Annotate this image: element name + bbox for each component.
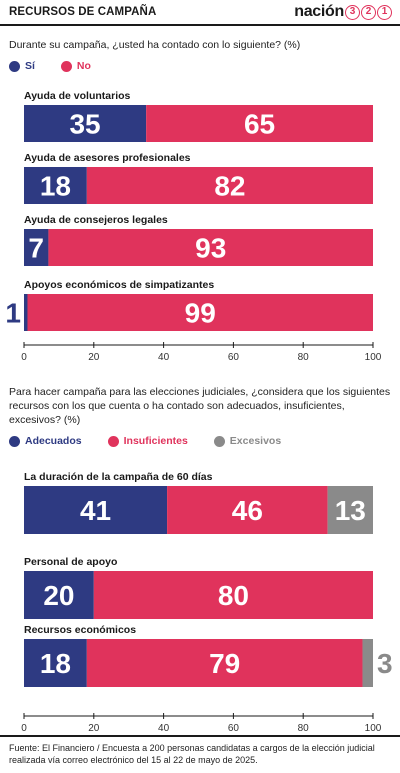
source-note: Fuente: El Financiero / Encuesta a 200 p… [0, 735, 400, 766]
data-label: 41 [80, 495, 111, 526]
bar-segment [24, 639, 87, 687]
legend-item-excesivos: Excesivos [213, 435, 282, 447]
x-tick-label: 40 [158, 723, 170, 733]
bar-segment [146, 105, 373, 142]
data-label: 13 [335, 495, 366, 526]
data-label: 93 [195, 233, 226, 264]
page-title: RECURSOS DE CAMPAÑA [9, 6, 157, 18]
x-tick-label: 0 [21, 723, 27, 733]
category-label: Recursos económicos [24, 624, 136, 636]
chart2-plot: La duración de la campaña de 60 días 41 46… [21, 471, 393, 733]
legend-label-no: No [76, 60, 91, 72]
bar-segment [362, 639, 373, 687]
x-tick-label: 60 [228, 723, 240, 733]
data-label: 18 [40, 171, 71, 202]
category-label: Personal de apoyo [24, 556, 117, 568]
legend-swatch-no [60, 60, 72, 72]
logo-digit-1: 3 [345, 4, 360, 20]
chart2-legend: Adecuados Insuficientes Excesivos [9, 435, 307, 447]
data-label: 18 [40, 648, 71, 679]
bar-segment [24, 486, 168, 534]
data-label: 1 [5, 298, 21, 329]
legend-swatch-excesivos [213, 435, 225, 447]
category-label: Ayuda de voluntarios [24, 90, 131, 102]
x-tick-label: 40 [158, 352, 170, 363]
bar-segment [24, 294, 28, 331]
legend-swatch-insuficientes [107, 435, 119, 447]
data-label: 65 [244, 109, 275, 140]
x-tick-label: 20 [88, 723, 100, 733]
legend-label-adecuados: Adecuados [25, 435, 82, 447]
logo-digit-3: 1 [377, 4, 392, 20]
data-label: 80 [218, 580, 249, 611]
chart1-plot: Ayuda de voluntarios 35 65 Ayuda de asesore… [5, 90, 382, 363]
data-label: 7 [28, 233, 44, 264]
chart1-legend: Sí No [9, 60, 117, 72]
bar-segment [24, 571, 94, 619]
x-tick-label: 80 [298, 723, 310, 733]
legend-label-si: Sí [25, 60, 35, 72]
legend-item-no: No [60, 60, 91, 72]
logo-word: nación [294, 3, 344, 20]
bar-segment [93, 571, 374, 619]
x-tick-label: 80 [298, 352, 310, 363]
brand-logo: nación 3 2 1 [294, 3, 392, 21]
data-label: 20 [43, 580, 74, 611]
bar-segment [24, 229, 49, 266]
bar-segment [86, 167, 373, 204]
bar-segment [24, 105, 147, 142]
logo-digit-2: 2 [361, 4, 376, 20]
x-tick-label: 20 [88, 352, 100, 363]
legend-item-adecuados: Adecuados [9, 435, 82, 447]
bar-segment [86, 639, 363, 687]
category-label: Ayuda de consejeros legales [24, 214, 168, 226]
x-tick-label: 100 [365, 723, 382, 733]
data-label: 79 [209, 648, 240, 679]
category-label: La duración de la campaña de 60 días [24, 471, 213, 483]
bar-segment [327, 486, 373, 534]
bar-segment [24, 167, 87, 204]
data-label: 3 [377, 648, 393, 679]
legend-label-excesivos: Excesivos [229, 435, 282, 447]
bar-segment [27, 294, 374, 331]
data-label: 46 [232, 495, 263, 526]
category-label: Ayuda de asesores profesionales [24, 152, 191, 164]
legend-swatch-si [9, 60, 20, 72]
legend-item-insuficientes: Insuficientes [107, 435, 188, 447]
chart2-question: Para hacer campaña para las elecciones j… [9, 386, 391, 426]
data-label: 35 [69, 109, 100, 140]
data-label: 99 [185, 298, 216, 329]
category-label: Apoyos económicos de simpatizantes [24, 279, 214, 291]
legend-swatch-adecuados [9, 435, 20, 447]
header-bar: RECURSOS DE CAMPAÑA nación 3 2 1 [0, 0, 400, 26]
x-tick-label: 100 [365, 352, 382, 363]
legend-item-si: Sí [9, 60, 35, 72]
data-label: 82 [214, 171, 245, 202]
chart1-question: Durante su campaña, ¿usted ha contado co… [9, 39, 301, 51]
bar-segment [167, 486, 328, 534]
x-tick-label: 60 [228, 352, 240, 363]
legend-label-insuficientes: Insuficientes [123, 435, 188, 447]
x-tick-label: 0 [21, 352, 27, 363]
bar-segment [48, 229, 374, 266]
